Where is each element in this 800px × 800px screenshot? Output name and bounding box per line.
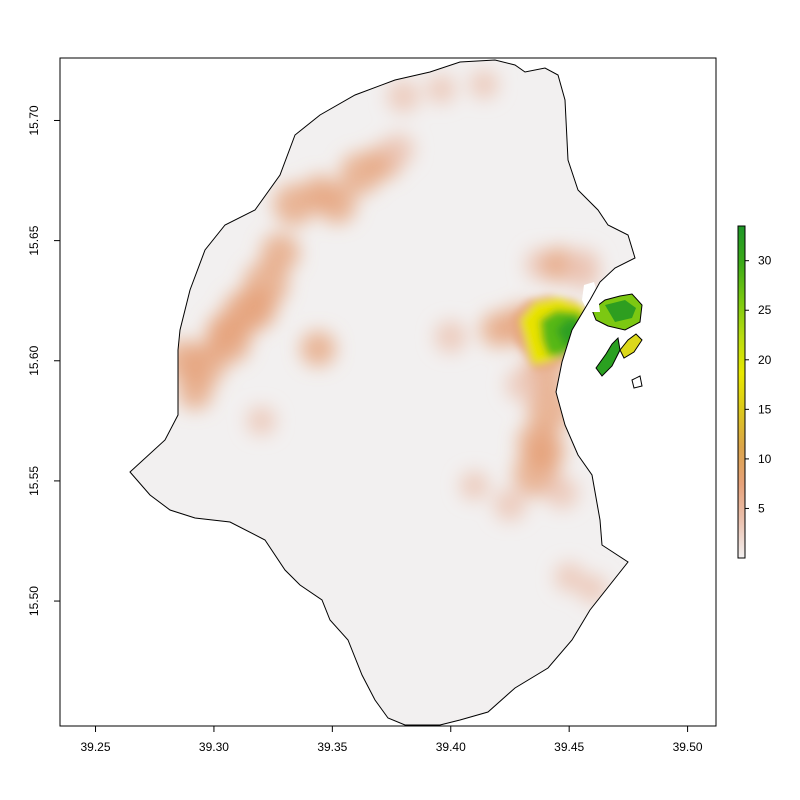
x-tick-label: 39.25 [81,740,111,754]
hotspot-mark [493,488,527,522]
hotspot-mark [525,432,566,472]
hotspot-mark [317,184,357,225]
legend-tick-label: 5 [758,501,765,515]
y-tick-label: 15.70 [27,105,41,135]
plot-frame [59,57,717,727]
hotspot-mark [459,470,490,501]
hotspot-mark [235,286,278,330]
x-axis: 39.25 39.30 39.35 39.40 39.45 39.50 [81,726,703,754]
x-tick-label: 39.50 [673,740,703,754]
x-tick-label: 39.30 [199,740,229,754]
hotspot-mark [505,368,539,402]
hotspot-mark [434,320,468,354]
legend-colorbar [737,225,746,559]
hotspot-layer [164,69,608,604]
x-tick-label: 39.45 [554,740,584,754]
legend-tick-label: 25 [758,303,772,317]
legend-tick-label: 10 [758,452,772,466]
legend-tick-label: 15 [758,402,772,416]
x-tick-label: 39.40 [436,740,466,754]
hotspot-mark [382,132,416,166]
hotspot-mark [578,574,608,604]
y-tick-label: 15.50 [27,586,41,616]
hotspot-mark [300,330,337,367]
hotspot-mark [426,74,457,105]
island-south [595,336,621,377]
hotspot-mark [176,374,213,410]
legend-tick-label: 20 [758,353,772,367]
island-east [619,333,643,359]
y-axis: 15.50 15.55 15.60 15.65 15.70 [27,105,60,616]
map-raster [130,60,635,725]
island-north-core [605,300,636,322]
hotspot-mark [260,233,300,273]
y-tick-label: 15.65 [27,225,41,255]
hotspot-mark [386,80,420,113]
legend-ticks: 5 10 15 20 25 30 [745,254,772,515]
islet-small [631,375,643,389]
islands [582,282,643,389]
hotspot-mark [469,69,499,100]
hotspot-mark [246,406,277,436]
hotspot-mark [566,248,600,282]
y-tick-label: 15.55 [27,466,41,496]
land-outline [129,59,636,726]
legend: 5 10 15 20 25 30 [737,225,772,559]
x-tick-label: 39.35 [317,740,347,754]
hotspot-mark [554,562,584,592]
hotspot-mark [205,318,251,365]
y-tick-label: 15.60 [27,345,41,375]
hotspot-mark [545,476,579,510]
legend-tick-label: 30 [758,254,772,268]
